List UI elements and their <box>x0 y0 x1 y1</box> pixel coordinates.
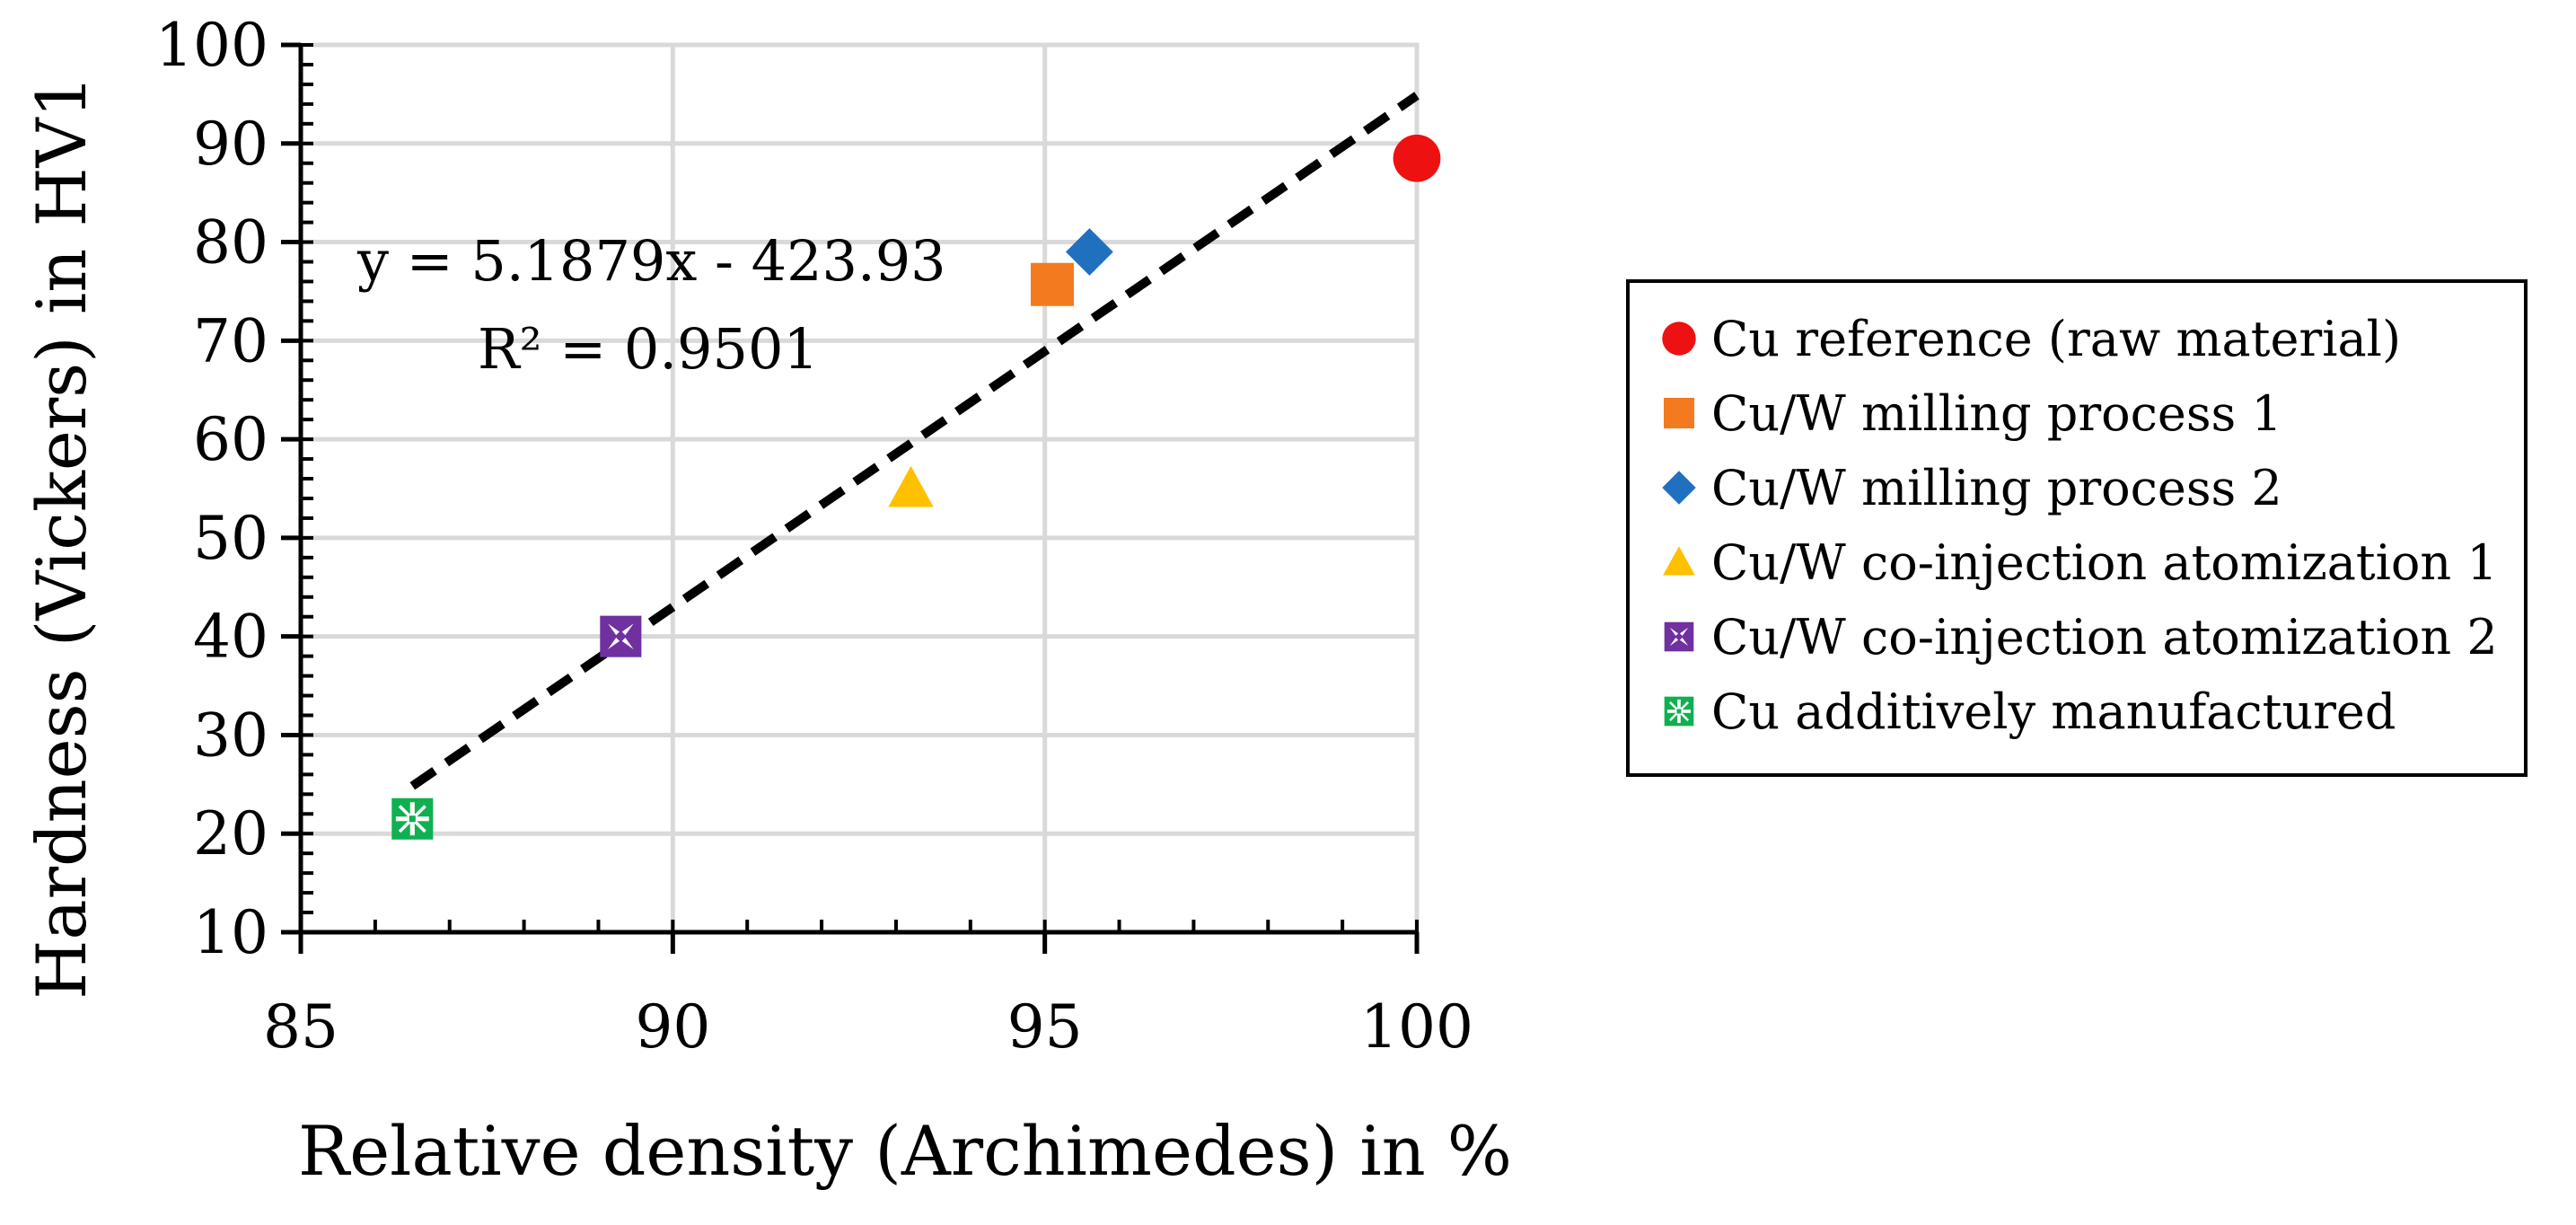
marker-triangle <box>888 465 934 507</box>
y-tick-label: 90 <box>193 110 268 179</box>
trendline-equation: y = 5.1879x - 423.93 <box>356 228 946 294</box>
x-tick-label: 85 <box>263 992 338 1062</box>
marker-center <box>1676 709 1682 714</box>
tick-labels: 10 20 30 40 50 60 70 80 90 100 85 90 95 100 <box>155 11 1473 1062</box>
y-tick-label: 10 <box>193 898 268 967</box>
legend: Cu reference (raw material) Cu/W milling … <box>1626 279 2528 777</box>
x-tick-label: 90 <box>635 992 710 1062</box>
legend-label: Cu/W milling process 1 <box>1711 385 2282 442</box>
y-axis-title: Hardness (Vickers) in HV1 <box>22 75 101 1000</box>
y-tick-label: 80 <box>193 208 268 278</box>
y-tick-label: 100 <box>155 11 268 80</box>
plot-area <box>298 42 1420 935</box>
x-axis-title: Relative density (Archimedes) in % <box>298 1111 1512 1191</box>
marker-diamond <box>1662 471 1696 505</box>
marker-circle <box>1393 134 1441 182</box>
y-tick-label: 60 <box>193 405 268 474</box>
legend-marker <box>1664 398 1694 428</box>
legend-items: Cu reference (raw material) Cu/W milling … <box>1662 311 2498 740</box>
data-points <box>391 134 1441 840</box>
data-point <box>1065 228 1113 276</box>
y-tick-label: 70 <box>193 306 268 375</box>
marker-center <box>614 630 627 643</box>
data-point <box>391 798 434 840</box>
legend-marker <box>1664 621 1694 652</box>
legend-marker <box>1664 696 1694 727</box>
y-tick-label: 50 <box>193 504 268 573</box>
legend-label: Cu/W milling process 2 <box>1711 460 2282 516</box>
marker-square <box>1030 262 1074 306</box>
axes <box>281 42 1420 954</box>
y-tick-label: 40 <box>193 603 268 672</box>
legend-label: Cu reference (raw material) <box>1711 311 2401 367</box>
data-point <box>888 465 934 507</box>
legend-marker <box>1662 471 1696 505</box>
gridlines <box>298 42 1420 935</box>
data-point <box>600 615 642 657</box>
marker-circle <box>1662 322 1696 356</box>
marker-square <box>1664 398 1694 428</box>
legend-marker <box>1662 322 1696 356</box>
marker-diamond <box>1065 228 1113 276</box>
legend-frame <box>1626 279 2528 777</box>
x-tick-label: 100 <box>1360 992 1473 1062</box>
data-point <box>1393 134 1441 182</box>
legend-label: Cu/W co-injection atomization 2 <box>1711 609 2498 665</box>
marker-center <box>409 815 416 823</box>
marker-triangle <box>1663 546 1695 576</box>
trendline-layer <box>409 92 1420 790</box>
legend-label: Cu additively manufactured <box>1711 683 2396 740</box>
data-point <box>1030 262 1074 306</box>
x-tick-label: 95 <box>1007 992 1083 1062</box>
trendline-r-squared: R² = 0.9501 <box>478 316 819 382</box>
legend-marker <box>1663 546 1695 576</box>
y-tick-label: 20 <box>193 799 268 868</box>
trendline <box>409 92 1420 790</box>
y-tick-label: 30 <box>193 701 268 770</box>
legend-label: Cu/W co-injection atomization 1 <box>1711 534 2498 591</box>
